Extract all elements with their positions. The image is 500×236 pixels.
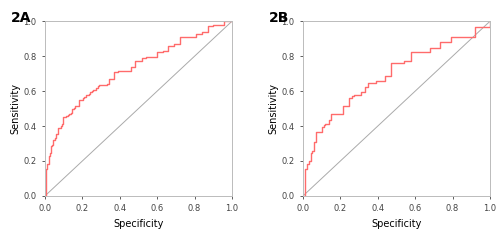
Y-axis label: Sensitivity: Sensitivity (268, 83, 278, 134)
Text: 2B: 2B (270, 11, 289, 25)
Text: 2A: 2A (12, 11, 32, 25)
Y-axis label: Sensitivity: Sensitivity (10, 83, 20, 134)
X-axis label: Specificity: Specificity (114, 219, 164, 229)
X-axis label: Specificity: Specificity (372, 219, 422, 229)
